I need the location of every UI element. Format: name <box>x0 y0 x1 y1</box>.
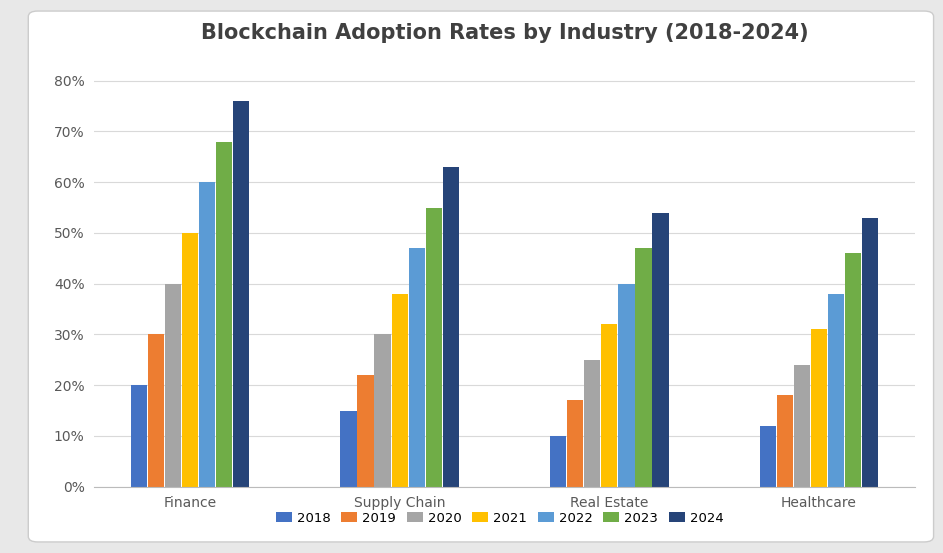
Bar <box>182 233 198 487</box>
Bar <box>584 360 601 487</box>
Bar <box>165 284 181 487</box>
Bar <box>550 436 566 487</box>
Bar <box>828 294 844 487</box>
Bar <box>636 248 652 487</box>
Bar <box>811 330 827 487</box>
Bar <box>845 253 861 487</box>
Title: Blockchain Adoption Rates by Industry (2018-2024): Blockchain Adoption Rates by Industry (2… <box>201 23 808 43</box>
Bar <box>862 218 878 487</box>
Bar <box>777 395 793 487</box>
Bar <box>131 385 147 487</box>
Bar <box>567 400 584 487</box>
Bar <box>602 324 618 487</box>
Bar <box>759 426 776 487</box>
Bar <box>443 167 459 487</box>
Bar <box>619 284 635 487</box>
Bar <box>340 410 356 487</box>
Bar <box>216 142 232 487</box>
Bar <box>148 335 164 487</box>
Bar <box>408 248 425 487</box>
Bar <box>233 101 250 487</box>
Bar <box>391 294 407 487</box>
Bar <box>425 207 442 487</box>
Legend: 2018, 2019, 2020, 2021, 2022, 2023, 2024: 2018, 2019, 2020, 2021, 2022, 2023, 2024 <box>271 506 729 530</box>
Bar <box>357 375 373 487</box>
Bar <box>794 365 810 487</box>
Bar <box>653 212 669 487</box>
Bar <box>199 182 215 487</box>
Bar <box>374 335 390 487</box>
